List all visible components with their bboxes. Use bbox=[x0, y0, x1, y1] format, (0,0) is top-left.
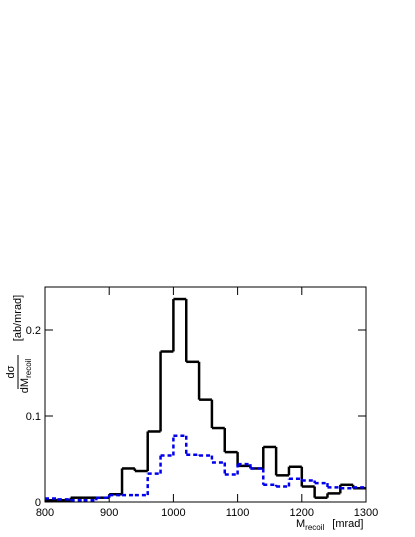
plot-frame bbox=[44, 286, 367, 503]
x-axis-label: Mrecoil [mrad] bbox=[296, 518, 363, 532]
y-label-sub: recoil bbox=[24, 359, 33, 378]
x-label-main: M bbox=[296, 518, 305, 530]
x-label-sub: recoil bbox=[305, 523, 324, 532]
y-label-numerator: dσ bbox=[5, 365, 17, 378]
y-tick-label: 0.2 bbox=[26, 325, 41, 337]
x-tick-label: 800 bbox=[36, 507, 54, 519]
y-tick-label: 0 bbox=[35, 497, 41, 509]
svg-text:dMrecoil: dMrecoil bbox=[19, 359, 33, 394]
x-tick-label: 1300 bbox=[354, 507, 378, 519]
y-axis-label: dσ dMrecoil [ab/mrad] bbox=[5, 295, 33, 393]
x-label-unit: [mrad] bbox=[332, 518, 363, 530]
y-tick-label: 0.1 bbox=[26, 411, 41, 423]
x-tick-label: 1200 bbox=[290, 507, 314, 519]
x-tick-label: 1100 bbox=[226, 507, 250, 519]
y-label-unit: [ab/mrad] bbox=[12, 295, 24, 341]
y-label-denominator: dM bbox=[19, 378, 31, 393]
x-tick-label: 1000 bbox=[161, 507, 185, 519]
x-tick-label: 900 bbox=[100, 507, 118, 519]
